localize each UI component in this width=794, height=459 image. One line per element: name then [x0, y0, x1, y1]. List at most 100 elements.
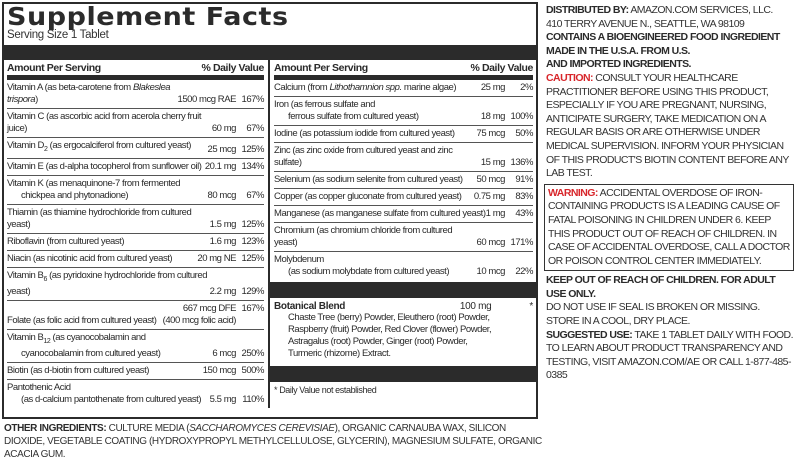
nutrient-row: Selenium (as sodium selenite from cultur… [274, 172, 533, 189]
nutrient-row: Vitamin C (as ascorbic acid from acerola… [7, 109, 264, 138]
nutrient-name: Vitamin D2 (as ergocalciferol from cultu… [7, 140, 191, 153]
label-side-info: DISTRIBUTED BY: AMAZON.COM SERVICES, LLC… [544, 4, 794, 383]
column-header: Amount Per Serving % Daily Value [7, 60, 264, 80]
nutrient-name: Iodine (as potassium iodide from culture… [274, 128, 455, 139]
nutrient-amount: 75 mcg [476, 128, 506, 139]
bioengineered-notice: CONTAINS A BIOENGINEERED FOOD INGREDIENT [546, 31, 794, 45]
nutrient-columns: Amount Per Serving % Daily Value Vitamin… [7, 60, 536, 408]
nutrient-name: Molybdenum (as sodium molybdate from cult… [274, 254, 450, 277]
nutrient-daily-value: 123% [241, 235, 265, 247]
nutrient-row: Manganese (as manganese sulfate from cul… [274, 206, 533, 223]
suggested-use-text: TAKE 1 TABLET DAILY WITH FOOD. [632, 328, 793, 341]
nutrient-amount: 1 mg [485, 208, 506, 219]
warning-label: WARNING: [548, 186, 598, 199]
right-column: Amount Per Serving % Daily Value Calcium… [270, 60, 536, 408]
nutrient-daily-value: 125% [241, 218, 265, 230]
nutrient-daily-value: 2% [520, 82, 533, 93]
nutrient-daily-value: 125% [241, 252, 265, 264]
nutrient-name: Vitamin B6 (as pyridoxine hydrochloride … [7, 269, 208, 297]
nutrient-amount: 1.6 mg [209, 235, 237, 247]
distributor-label: DISTRIBUTED BY: [546, 4, 629, 16]
nutrient-amount: 20.1 mg [204, 160, 237, 172]
nutrient-amount: 60 mcg [476, 237, 506, 248]
nutrient-row: Zinc (as zinc oxide from cultured yeast … [274, 143, 533, 172]
nutrient-row: Biotin (as d-biotin from cultured yeast)… [7, 363, 264, 380]
nutrient-row: Niacin (as nicotinic acid from cultured … [7, 251, 264, 268]
nutrient-name: Biotin (as d-biotin from cultured yeast) [7, 364, 149, 376]
made-in-line-1: MADE IN THE U.S.A. FROM U.S. [546, 44, 690, 57]
other-ingredients: OTHER INGREDIENTS: CULTURE MEDIA (SACCHA… [4, 422, 544, 459]
other-ingredients-text: ), ORGANIC CARNAUBA WAX, SILICON DIOXIDE… [4, 423, 542, 459]
nutrient-row: Thiamin (as thiamine hydrochloride from … [7, 205, 264, 234]
header-bar [4, 45, 536, 60]
nutrient-row: Pantothenic Acid (as d-calcium pantothena… [7, 380, 264, 408]
nutrient-row: Vitamin A (as beta-carotene from Blakesl… [7, 80, 264, 109]
nutrient-amount: 1.5 mg [209, 218, 237, 230]
nutrient-amount: 80 mcg [207, 189, 237, 201]
nutrient-amount: 0.75 mg [473, 191, 506, 202]
daily-value-header: % Daily Value [201, 62, 264, 74]
nutrient-row: Calcium (from Lithothamnion spp. marine … [274, 80, 533, 97]
nutrient-daily-value: 129% [241, 285, 265, 297]
nutrient-name: Vitamin K (as menaquinone-7 from ferment… [7, 177, 181, 201]
distributor: DISTRIBUTED BY: AMAZON.COM SERVICES, LLC… [546, 4, 794, 18]
nutrient-name: Selenium (as sodium selenite from cultur… [274, 174, 463, 185]
nutrient-amount: 5.5 mg [209, 393, 237, 405]
nutrient-row: Chromium (as chromium chloride from cult… [274, 223, 533, 252]
nutrient-daily-value: 83% [515, 191, 533, 202]
nutrient-name: Vitamin B12 (as cyanocobalamin and cyanoc… [7, 331, 161, 359]
made-in-notice-2: AND IMPORTED INGREDIENTS. [546, 58, 794, 72]
warning-text: ACCIDENTAL OVERDOSE OF IRON-CONTAINING P… [548, 186, 790, 267]
nutrient-row: Riboflavin (from cultured yeast) 1.6 mg 12… [7, 234, 264, 251]
nutrient-daily-value: 171% [510, 237, 534, 248]
botanical-blend-row: Botanical Blend 100 mg * [274, 298, 533, 312]
nutrient-row: Vitamin B12 (as cyanocobalamin and cyanoc… [7, 330, 264, 363]
suggested-use-label: SUGGESTED USE: [546, 328, 633, 341]
nutrient-name: Niacin (as nicotinic acid from cultured … [7, 252, 173, 264]
other-ingredients-italic: SACCHAROMYCES CEREVISIAE [189, 423, 335, 434]
nutrient-name: Chromium (as chromium chloride from cult… [274, 225, 453, 248]
made-in-notice: MADE IN THE U.S.A. FROM U.S. [546, 45, 794, 59]
footnote: * Daily Value not established [274, 385, 377, 395]
blend-ingredients: Chaste Tree (berry) Powder, Eleuthero (r… [288, 312, 492, 359]
keep-out-text: KEEP OUT OF REACH OF CHILDREN. FOR ADULT… [546, 274, 776, 300]
transparency-notice: TO LEARN ABOUT PRODUCT TRANSPARENCY AND … [546, 342, 791, 382]
nutrient-daily-value: 167% [241, 94, 265, 105]
nutrient-amount: 150 mcg [202, 364, 237, 376]
nutrient-name: Zinc (as zinc oxide from cultured yeast … [274, 145, 453, 168]
nutrient-amount: 60 mg [211, 123, 237, 134]
suggested-use: SUGGESTED USE: TAKE 1 TABLET DAILY WITH … [546, 329, 794, 343]
nutrient-daily-value: 134% [241, 160, 265, 172]
made-in-line-2: AND IMPORTED INGREDIENTS. [546, 58, 691, 71]
nutrient-name: Thiamin (as thiamine hydrochloride from … [7, 206, 192, 230]
nutrient-daily-value: 125% [241, 143, 265, 155]
caution-notice: CAUTION: CONSULT YOUR HEALTHCARE PRACTIT… [546, 72, 794, 181]
nutrient-name: Riboflavin (from cultured yeast) [7, 235, 125, 247]
nutrient-amount: 25 mcg [207, 143, 237, 155]
supplement-facts-panel: Supplement Facts Serving Size 1 Tablet A… [2, 2, 538, 419]
warning-box: WARNING: ACCIDENTAL OVERDOSE OF IRON-CON… [544, 183, 794, 272]
nutrient-daily-value: 136% [510, 157, 534, 168]
nutrient-row: Copper (as copper gluconate from culture… [274, 189, 533, 206]
nutrient-name: Folate (as folic acid from cultured yeas… [7, 314, 157, 326]
nutrient-amount: 2.2 mg [209, 285, 237, 297]
nutrient-daily-value: 500% [241, 364, 265, 376]
nutrient-row: Vitamin D2 (as ergocalciferol from cultu… [7, 138, 264, 159]
amount-per-serving-header: Amount Per Serving [7, 62, 101, 74]
nutrient-row: Iodine (as potassium iodide from culture… [274, 126, 533, 143]
address: 410 TERRY AVENUE N., SEATTLE, WA 98109 [546, 17, 745, 30]
nutrient-daily-value: 22% [515, 266, 533, 277]
nutrient-row: Vitamin K (as menaquinone-7 from ferment… [7, 176, 264, 205]
nutrient-name: Vitamin E (as d-alpha tocopherol from su… [7, 160, 202, 172]
nutrient-name: Manganese (as manganese sulfate from cul… [274, 208, 486, 219]
caution-label: CAUTION: [546, 71, 593, 84]
other-ingredients-label: OTHER INGREDIENTS: [4, 423, 107, 434]
other-ingredients-text: CULTURE MEDIA ( [106, 423, 190, 434]
blend-name: Botanical Blend [274, 301, 346, 312]
keep-out-notice: KEEP OUT OF REACH OF CHILDREN. FOR ADULT… [546, 274, 794, 301]
panel-title: Supplement Facts [7, 2, 289, 31]
nutrient-name: Copper (as copper gluconate from culture… [274, 191, 462, 202]
amount-per-serving-header: Amount Per Serving [274, 62, 368, 74]
nutrient-daily-value: 67% [246, 189, 264, 201]
column-header: Amount Per Serving % Daily Value [274, 60, 533, 80]
